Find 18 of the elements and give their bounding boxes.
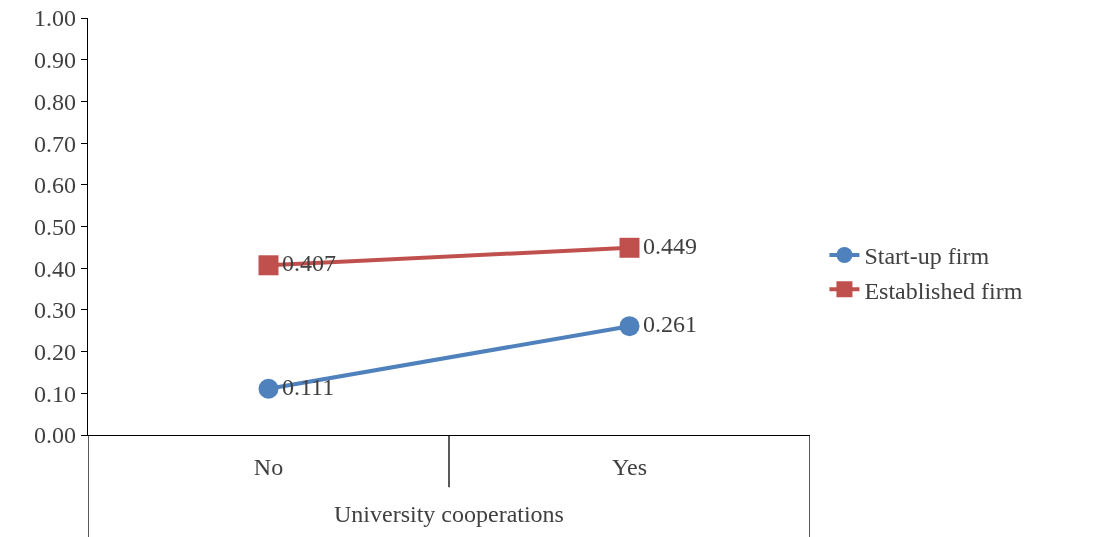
legend-label: Start-up firm <box>864 243 990 270</box>
text: 1.00 <box>34 5 77 32</box>
x-axis-title: University cooperations <box>334 501 564 528</box>
text: 0.70 <box>34 130 77 157</box>
text: 0.10 <box>34 380 77 407</box>
text: 0.50 <box>34 213 77 240</box>
legend-label: Established firm <box>864 277 1023 304</box>
text: 0.80 <box>34 88 77 115</box>
text: 0.90 <box>34 47 77 74</box>
data-label: 0.261 <box>643 311 697 338</box>
text: 0.20 <box>34 339 77 365</box>
text: 0.40 <box>34 255 77 282</box>
x-tick-label: No <box>253 453 284 480</box>
text: 0.30 <box>34 297 77 324</box>
data-label: 0.449 <box>643 232 697 259</box>
text: 0.00 <box>34 422 77 449</box>
x-tick-label: Yes <box>612 453 647 480</box>
text: 0.60 <box>34 172 77 199</box>
